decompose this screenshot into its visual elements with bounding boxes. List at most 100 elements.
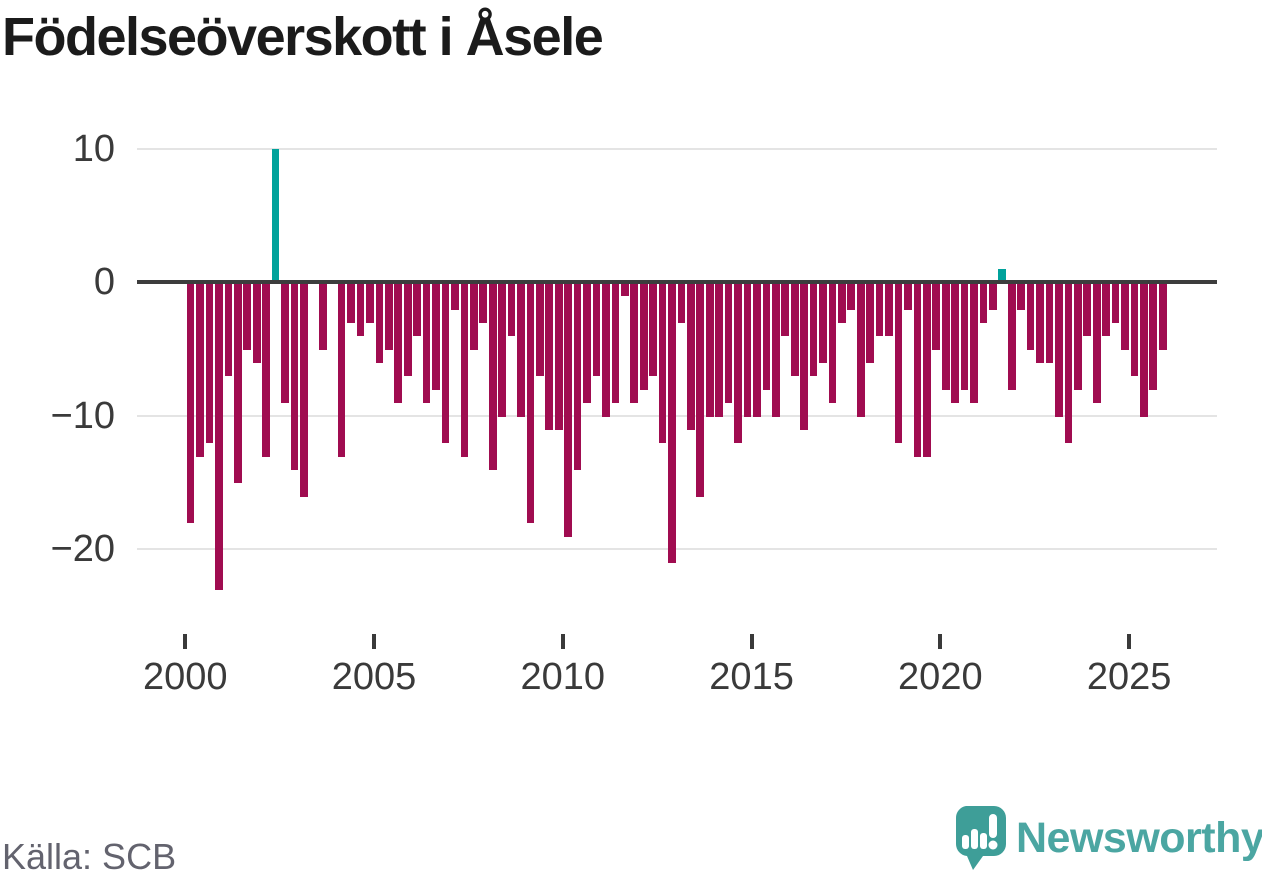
bar	[592, 283, 601, 377]
bar	[715, 283, 723, 417]
bar	[668, 283, 676, 564]
bar	[196, 283, 204, 457]
bar	[1055, 283, 1063, 417]
bar	[724, 283, 733, 404]
x-axis-zero-line	[137, 280, 1217, 284]
bar	[1149, 283, 1158, 390]
bar	[602, 283, 610, 417]
bar	[1111, 283, 1120, 324]
newsworthy-logo[interactable]: Newsworthy	[950, 804, 1262, 874]
bar	[998, 268, 1007, 282]
bar	[1036, 283, 1044, 364]
bar	[1121, 283, 1129, 350]
bar	[290, 283, 299, 470]
bar	[517, 283, 525, 417]
bar	[205, 283, 214, 444]
bar	[356, 283, 365, 337]
x-axis-label: 2020	[898, 656, 983, 698]
bar	[583, 283, 591, 404]
bar	[989, 283, 997, 310]
bar	[554, 283, 563, 430]
bar	[1092, 283, 1101, 404]
bar	[1026, 283, 1035, 350]
x-axis-label: 2025	[1086, 656, 1172, 698]
bar	[809, 283, 818, 377]
x-axis-label: 2015	[709, 656, 794, 698]
bar	[498, 283, 506, 417]
page-title: Födelseöverskott i Åsele	[2, 7, 604, 67]
bar	[262, 283, 270, 457]
x-axis-tick	[183, 634, 188, 649]
bar	[252, 283, 261, 364]
bar	[1073, 283, 1082, 390]
bar	[1158, 283, 1167, 350]
bar	[894, 283, 903, 444]
bar	[413, 283, 421, 337]
bar	[866, 283, 875, 364]
source-text: Källa: SCB	[2, 836, 177, 877]
bar	[753, 283, 761, 417]
bar	[979, 283, 988, 324]
bar	[687, 283, 695, 430]
newsworthy-logo-text: Newsworthy	[1016, 814, 1262, 862]
bar	[658, 283, 667, 444]
x-axis-label: 2005	[331, 656, 417, 698]
bar	[620, 283, 629, 297]
bar	[384, 283, 393, 350]
bar	[451, 283, 459, 310]
bar	[1102, 283, 1110, 337]
x-axis-label: 2010	[520, 656, 606, 698]
bar	[347, 283, 355, 324]
bar	[224, 283, 233, 377]
bar	[904, 283, 912, 310]
bar	[800, 283, 808, 430]
y-axis-label: −20	[50, 528, 115, 570]
bar	[771, 283, 780, 417]
x-axis-tick	[560, 634, 565, 649]
y-axis-label: 10	[72, 127, 115, 170]
bar	[856, 283, 865, 417]
bar	[828, 283, 837, 404]
bar	[781, 283, 790, 337]
x-axis-tick	[372, 634, 377, 649]
bar	[960, 283, 969, 390]
bar	[233, 283, 242, 484]
bar	[696, 283, 705, 497]
bar	[526, 283, 535, 524]
gridline	[137, 548, 1217, 550]
bar	[186, 283, 195, 524]
gridline	[137, 414, 1217, 417]
bar	[1140, 283, 1148, 417]
bar	[913, 283, 922, 457]
bar	[1130, 283, 1139, 377]
bar	[847, 283, 856, 310]
bar	[951, 283, 959, 404]
x-axis-tick	[749, 634, 754, 649]
bar	[432, 283, 440, 390]
bar	[639, 283, 648, 390]
bar	[885, 283, 893, 337]
bar	[281, 283, 289, 404]
bar	[941, 283, 950, 390]
bar	[762, 283, 771, 390]
bar	[215, 283, 223, 591]
bar	[630, 283, 639, 404]
bar	[403, 283, 412, 377]
y-axis-label: −10	[50, 394, 115, 437]
bar	[1017, 283, 1026, 310]
bar	[375, 283, 384, 364]
bar	[337, 283, 346, 457]
bar	[922, 283, 931, 457]
bar	[1064, 283, 1073, 444]
bar	[394, 283, 403, 404]
bar	[734, 283, 742, 444]
bar	[564, 283, 572, 537]
bar	[1045, 283, 1054, 364]
bar	[970, 283, 978, 404]
bar	[545, 283, 554, 430]
bar	[441, 283, 450, 444]
gridline	[137, 147, 1217, 150]
x-axis-tick	[938, 634, 943, 649]
bar	[819, 283, 827, 364]
